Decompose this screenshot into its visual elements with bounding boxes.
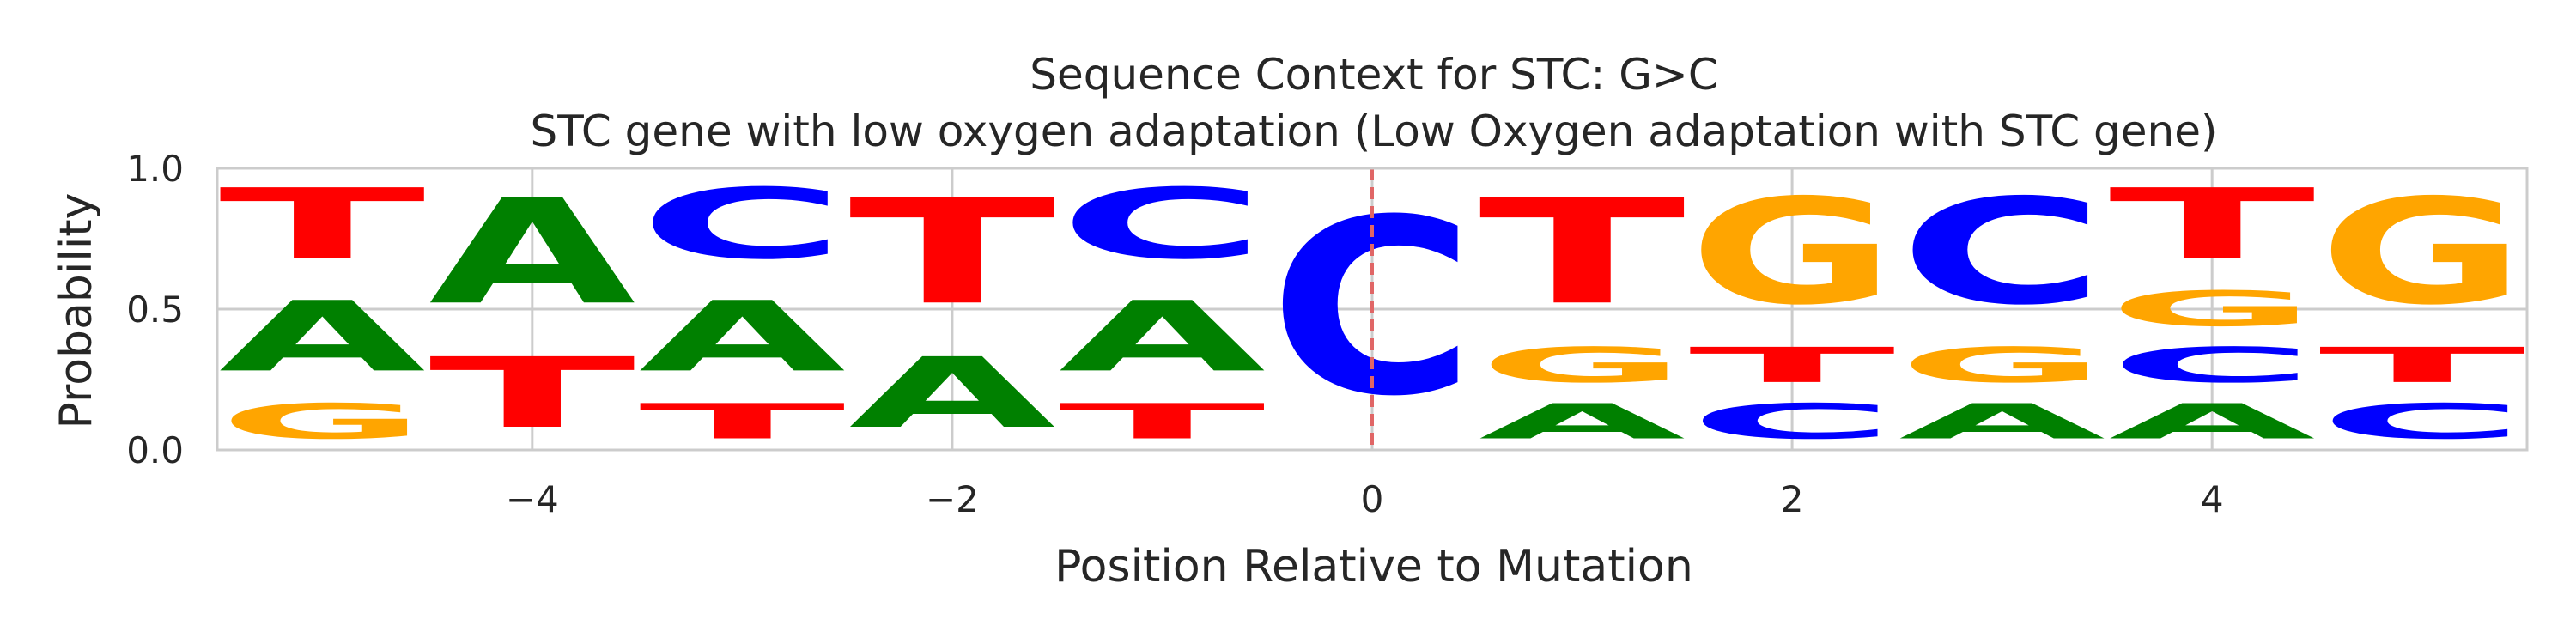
logo-letter-T-pos--3: T — [639, 393, 846, 450]
y-tick-label: 0.5 — [126, 289, 184, 331]
logo-letter-G-pos-1: G — [1479, 337, 1686, 394]
x-tick-label: −2 — [926, 478, 979, 520]
x-tick-label: −4 — [506, 478, 559, 520]
x-tick-label: 2 — [1781, 478, 1804, 520]
logo-letter-C-pos-5: C — [2318, 393, 2525, 450]
logo-letter-T-pos--1: T — [1059, 393, 1266, 450]
logo-letter-T-pos--2: T — [848, 168, 1057, 337]
y-axis-ticks: 0.0 0.5 1.0 — [126, 148, 184, 471]
logo-letter-A-pos--2: A — [848, 337, 1055, 450]
y-tick-label: 0.0 — [126, 429, 184, 471]
logo-letter-C-pos-4: C — [2109, 337, 2316, 394]
logo-letter-A-pos--5: A — [219, 281, 426, 393]
logo-letter-G-pos-3: G — [1899, 337, 2105, 394]
y-tick-label: 1.0 — [126, 148, 184, 190]
logo-letter-G-pos-4: G — [2109, 281, 2316, 337]
logo-letter-G-pos--5: G — [219, 393, 426, 450]
chart-subtitle: STC gene with low oxygen adaptation (Low… — [531, 106, 2218, 156]
chart-title: Sequence Context for STC: G>C — [1030, 50, 1718, 100]
logo-letter-T-pos-4: T — [2109, 168, 2318, 281]
logo-letter-A-pos-1: A — [1479, 393, 1686, 450]
logo-letter-A-pos-4: A — [2109, 393, 2316, 450]
y-axis-label: Probability — [51, 193, 102, 429]
logo-letter-A-pos--1: A — [1059, 281, 1266, 393]
logo-letter-A-pos-3: A — [1899, 393, 2105, 450]
x-tick-label: 4 — [2201, 478, 2224, 520]
plot-frame — [216, 167, 2529, 452]
logo-letter-T-pos-1: T — [1479, 168, 1687, 337]
logo-letter-C-pos-2: C — [1689, 393, 1896, 450]
logo-letter-T-pos-2: T — [1689, 337, 1896, 394]
logo-letter-T-pos--4: T — [428, 337, 637, 450]
logo-letter-T-pos-5: T — [2318, 337, 2525, 394]
logo-letter-C-pos--3: C — [639, 168, 846, 281]
x-tick-label: 0 — [1361, 478, 1384, 520]
x-axis-ticks: −4 −2 0 2 4 — [506, 478, 2224, 520]
logo-letter-G-pos-2: G — [1689, 168, 1896, 337]
logo-letter-A-pos--3: A — [639, 281, 846, 393]
logo-letter-T-pos--5: T — [219, 168, 428, 281]
logo-letter-G-pos-5: G — [2318, 168, 2525, 337]
logo-letter-C-pos--1: C — [1059, 168, 1266, 281]
logo-letter-C-pos-3: C — [1899, 168, 2105, 337]
logo-letter-A-pos--4: A — [428, 168, 635, 337]
x-axis-label: Position Relative to Mutation — [1054, 541, 1693, 592]
